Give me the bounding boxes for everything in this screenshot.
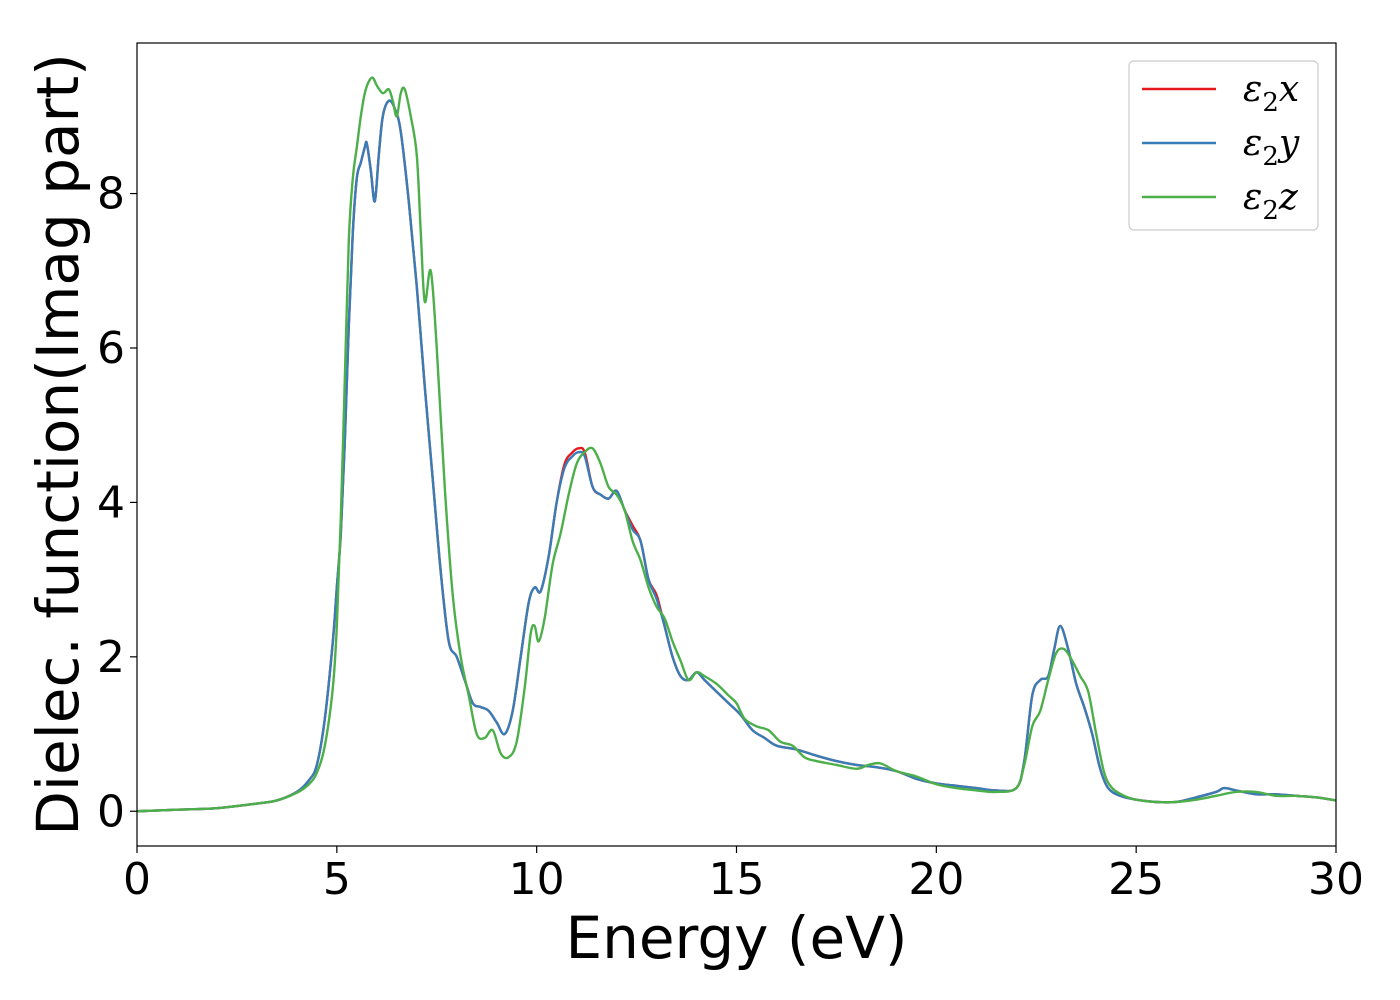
x-tick-label: 20	[908, 854, 964, 905]
legend-label-sub: 2	[1262, 196, 1279, 226]
legend-label-main: ε	[1243, 69, 1262, 110]
y-tick-label: 4	[97, 477, 125, 528]
x-tick-label: 5	[323, 854, 351, 905]
x-tick-label: 30	[1308, 854, 1364, 905]
y-tick-label: 6	[97, 323, 125, 374]
x-axis-ticks: 0 5 10 15 20 25 30	[123, 846, 1364, 905]
series-layer	[137, 76, 1336, 813]
legend-label-x: ε2x	[1243, 69, 1299, 118]
y-tick-label: 2	[97, 632, 125, 683]
y-axis-ticks: 0 2 4 6 8	[97, 169, 137, 837]
legend-label-var: z	[1278, 177, 1299, 218]
x-tick-label: 10	[509, 854, 565, 905]
x-tick-label: 15	[709, 854, 765, 905]
legend-label-main: ε	[1243, 123, 1262, 164]
legend-label-y: ε2y	[1243, 123, 1300, 172]
legend-label-var: y	[1277, 123, 1300, 164]
y-axis-label: Dielec. function(Imag part)	[24, 53, 92, 836]
legend-label-main: ε	[1243, 177, 1262, 218]
x-tick-label: 0	[123, 854, 151, 905]
y-tick-label: 0	[97, 786, 125, 837]
y-tick-label: 8	[97, 169, 125, 220]
series-line-z	[137, 76, 1336, 813]
legend-box	[1128, 60, 1319, 231]
legend-label-sub: 2	[1262, 88, 1279, 118]
legend-label-var: x	[1279, 69, 1299, 110]
x-axis-label: Energy (eV)	[565, 904, 907, 972]
x-tick-label: 25	[1108, 854, 1164, 905]
legend-label-sub: 2	[1262, 142, 1279, 172]
legend-label-z: ε2z	[1243, 177, 1299, 226]
